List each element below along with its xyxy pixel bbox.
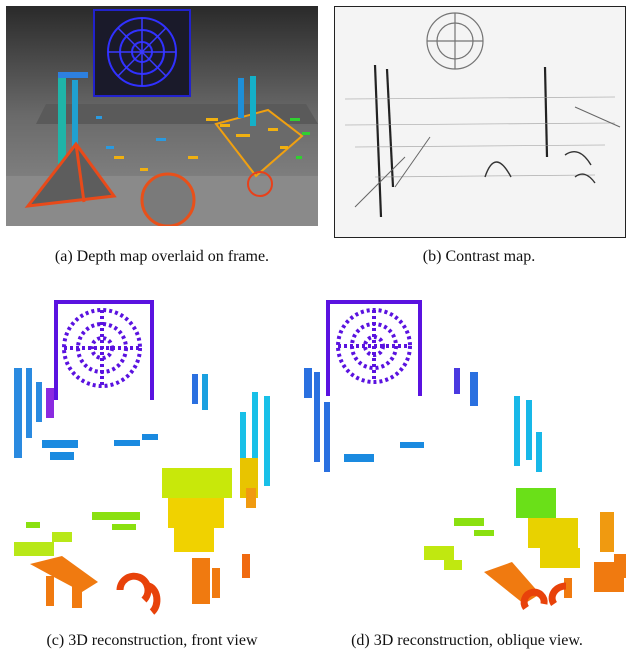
caption-c: (c) 3D reconstruction, front view xyxy=(46,632,258,649)
panel-d-oblique-view xyxy=(304,292,630,622)
caption-d: (d) 3D reconstruction, oblique view. xyxy=(351,632,583,649)
caption-b: (b) Contrast map. xyxy=(422,248,536,265)
panel-c-front-view xyxy=(2,292,302,622)
panel-a-depth-overlay xyxy=(6,6,318,226)
depth-overlay-image xyxy=(6,6,318,226)
panel-b-contrast-map xyxy=(334,6,626,238)
front-view-pointcloud xyxy=(2,292,302,622)
oblique-view-pointcloud xyxy=(304,292,630,622)
caption-a: (a) Depth map overlaid on frame. xyxy=(54,248,270,265)
contrast-map-image xyxy=(335,7,625,237)
